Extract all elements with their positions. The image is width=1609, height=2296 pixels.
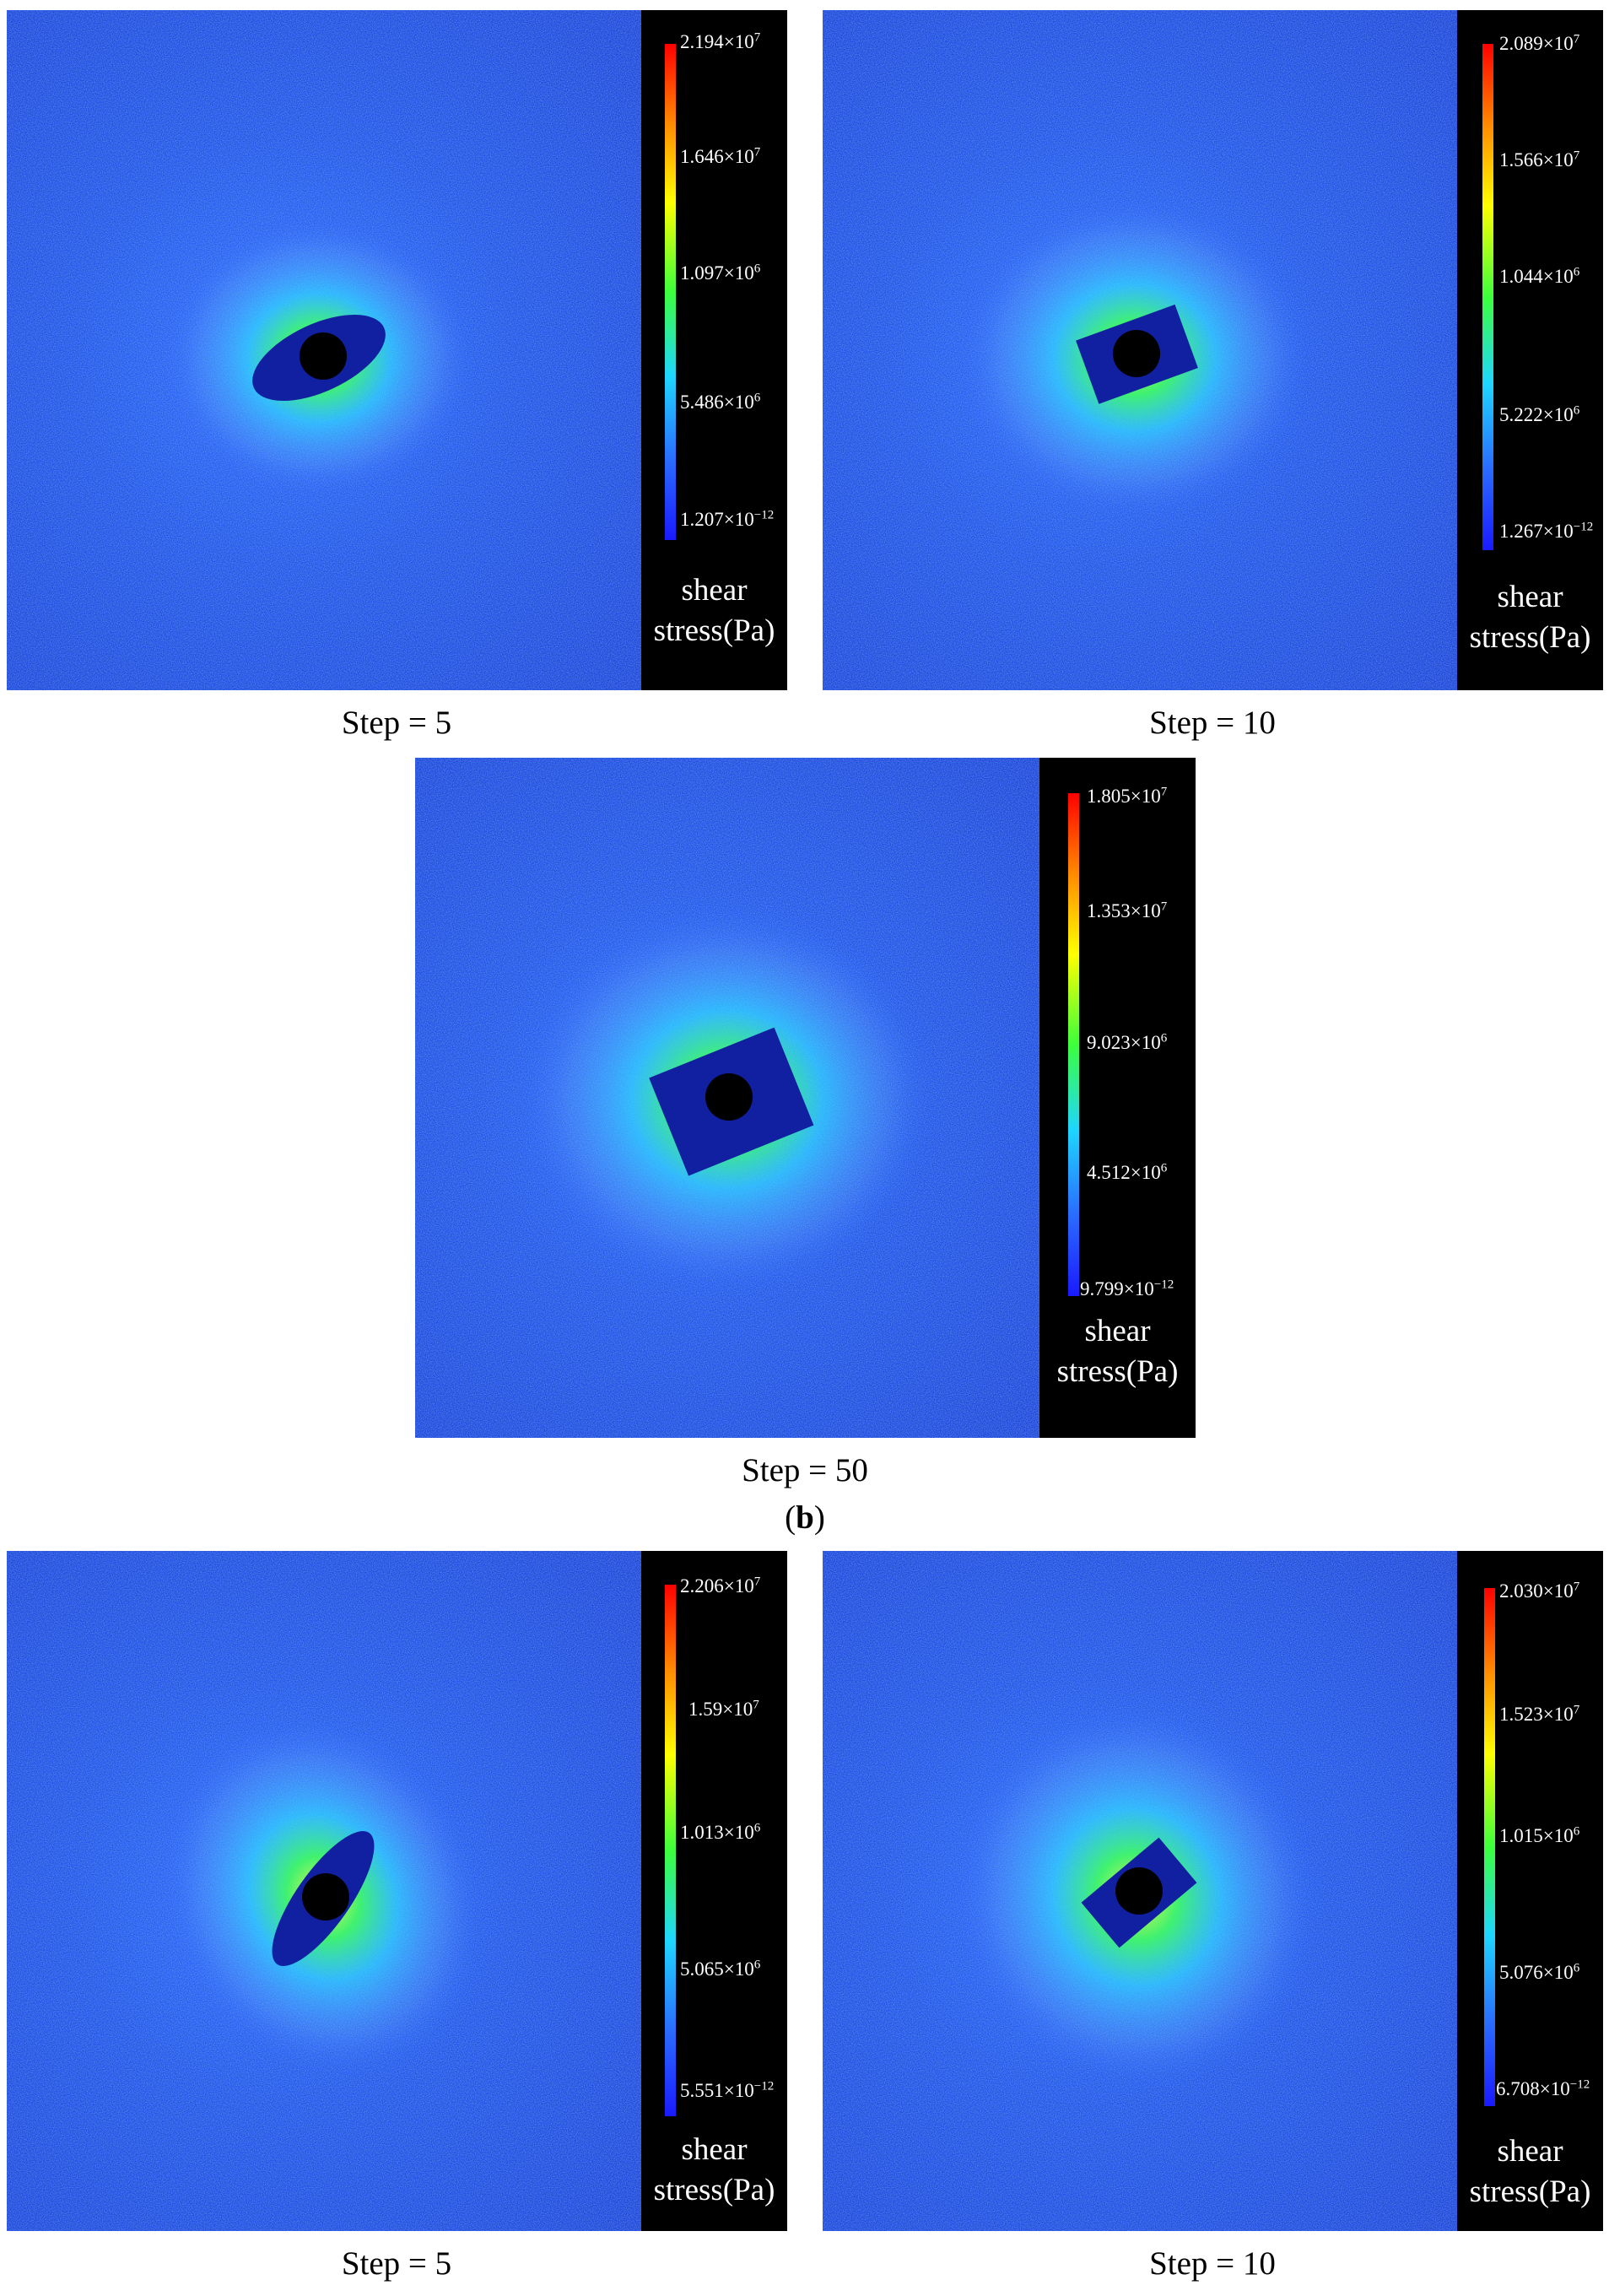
- tick-label: 1.013×106: [680, 1821, 761, 1843]
- colorbar: [1482, 44, 1493, 550]
- tick-label: 1.523×107: [1499, 1703, 1580, 1725]
- tick-label: 1.353×107: [1087, 899, 1168, 921]
- tick-label: 2.206×107: [680, 1575, 761, 1596]
- tick-label: 4.512×106: [1087, 1161, 1168, 1183]
- borehole: [1113, 330, 1160, 377]
- tick-label: 1.015×106: [1499, 1824, 1580, 1846]
- stress-field-image: [823, 10, 1457, 690]
- tick-label: 1.097×106: [680, 262, 761, 284]
- colorbar: [665, 1585, 676, 2116]
- colorbar: [1484, 1588, 1495, 2106]
- colorbar: [1068, 793, 1079, 1296]
- tick-label: 1.207×10−12: [680, 508, 775, 530]
- stress-field-image: [7, 1551, 641, 2231]
- legend-title: shear stress(Pa): [653, 2132, 775, 2208]
- borehole: [300, 332, 347, 380]
- caption-step: Step = 10: [1149, 2245, 1276, 2282]
- tick-label: 1.566×107: [1499, 149, 1580, 170]
- caption-step: Step = 10: [1149, 705, 1276, 741]
- borehole: [302, 1873, 349, 1921]
- stress-field-image: [823, 1551, 1457, 2231]
- legend-title: shear stress(Pa): [1469, 2134, 1591, 2210]
- panel-step-10-a: 2.089×107 1.566×107 1.044×106 5.222×106 …: [823, 10, 1603, 690]
- colorbar-legend: 2.194×107 1.646×107 1.097×106 5.486×106 …: [641, 10, 787, 690]
- tick-label: 2.194×107: [680, 30, 761, 52]
- tick-label: 1.044×106: [1499, 265, 1580, 287]
- colorbar-legend: 2.089×107 1.566×107 1.044×106 5.222×106 …: [1457, 10, 1603, 690]
- tick-label: 5.551×10−12: [680, 2079, 775, 2101]
- caption-step: Step = 50: [742, 1452, 868, 1488]
- subfigure-label: (b): [785, 1499, 825, 1536]
- tick-label: 5.486×106: [680, 391, 761, 413]
- colorbar-legend: 2.206×107 1.59×107 1.013×106 5.065×106 5…: [641, 1551, 787, 2231]
- colorbar-legend: 1.805×107 1.353×107 9.023×106 4.512×106 …: [1039, 758, 1196, 1438]
- panel-step-5-a: 2.194×107 1.646×107 1.097×106 5.486×106 …: [7, 10, 787, 690]
- tick-label: 9.023×106: [1087, 1031, 1168, 1053]
- legend-title: shear stress(Pa): [1469, 580, 1591, 656]
- tick-label: 1.267×10−12: [1499, 520, 1594, 542]
- tick-label: 5.222×106: [1499, 403, 1580, 425]
- panel-step-50: 1.805×107 1.353×107 9.023×106 4.512×106 …: [415, 758, 1196, 1438]
- tick-label: 5.076×106: [1499, 1961, 1580, 1983]
- panel-step-10-b: 2.030×107 1.523×107 1.015×106 5.076×106 …: [823, 1551, 1603, 2231]
- tick-label: 9.799×10−12: [1080, 1278, 1174, 1299]
- legend-title: shear stress(Pa): [1056, 1314, 1179, 1390]
- tick-label: 6.708×10−12: [1496, 2077, 1590, 2099]
- stress-field-image: [415, 758, 1039, 1438]
- colorbar: [665, 44, 676, 540]
- panel-step-5-b: 2.206×107 1.59×107 1.013×106 5.065×106 5…: [7, 1551, 787, 2231]
- tick-label: 1.805×107: [1087, 785, 1168, 807]
- caption-step: Step = 5: [341, 705, 452, 741]
- tick-label: 2.089×107: [1499, 32, 1580, 54]
- stress-field-image: [7, 10, 641, 690]
- tick-label: 5.065×106: [680, 1958, 761, 1980]
- legend-title: shear stress(Pa): [653, 573, 775, 649]
- tick-label: 1.59×107: [688, 1698, 759, 1720]
- tick-label: 2.030×107: [1499, 1580, 1580, 1602]
- colorbar-legend: 2.030×107 1.523×107 1.015×106 5.076×106 …: [1457, 1551, 1603, 2231]
- borehole: [705, 1073, 753, 1121]
- borehole: [1115, 1867, 1163, 1915]
- caption-step: Step = 5: [341, 2245, 452, 2282]
- tick-label: 1.646×107: [680, 145, 761, 167]
